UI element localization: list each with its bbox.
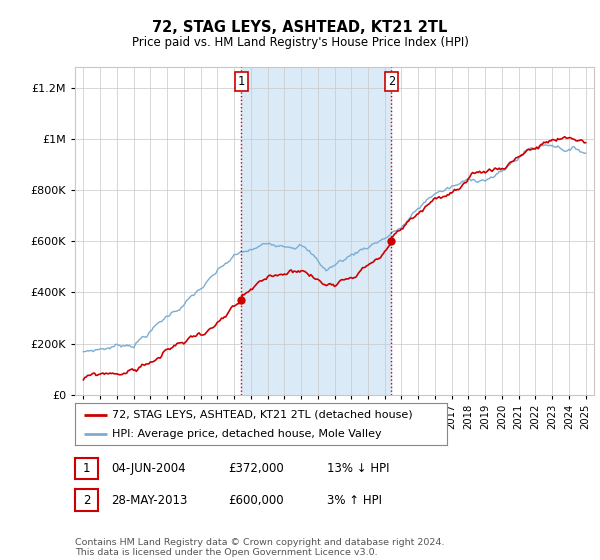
Text: Contains HM Land Registry data © Crown copyright and database right 2024.
This d: Contains HM Land Registry data © Crown c… [75, 538, 445, 557]
Text: 2: 2 [388, 76, 395, 88]
Text: 72, STAG LEYS, ASHTEAD, KT21 2TL (detached house): 72, STAG LEYS, ASHTEAD, KT21 2TL (detach… [112, 409, 413, 419]
Text: 1: 1 [83, 462, 90, 475]
Text: HPI: Average price, detached house, Mole Valley: HPI: Average price, detached house, Mole… [112, 429, 382, 439]
Bar [241, 67, 391, 395]
Text: £600,000: £600,000 [228, 493, 284, 507]
Text: 28-MAY-2013: 28-MAY-2013 [111, 493, 187, 507]
Text: 13% ↓ HPI: 13% ↓ HPI [327, 462, 389, 475]
Text: Price paid vs. HM Land Registry's House Price Index (HPI): Price paid vs. HM Land Registry's House … [131, 36, 469, 49]
Text: 1: 1 [238, 76, 245, 88]
Text: 3% ↑ HPI: 3% ↑ HPI [327, 493, 382, 507]
Text: 72, STAG LEYS, ASHTEAD, KT21 2TL: 72, STAG LEYS, ASHTEAD, KT21 2TL [152, 20, 448, 35]
Text: £372,000: £372,000 [228, 462, 284, 475]
Text: 2: 2 [83, 493, 90, 507]
Text: 04-JUN-2004: 04-JUN-2004 [111, 462, 185, 475]
